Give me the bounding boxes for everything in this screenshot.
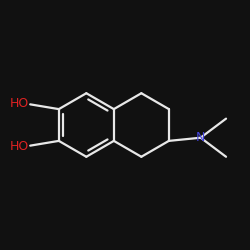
Text: HO: HO	[10, 97, 29, 110]
Text: N: N	[196, 131, 205, 144]
Text: HO: HO	[10, 140, 29, 153]
